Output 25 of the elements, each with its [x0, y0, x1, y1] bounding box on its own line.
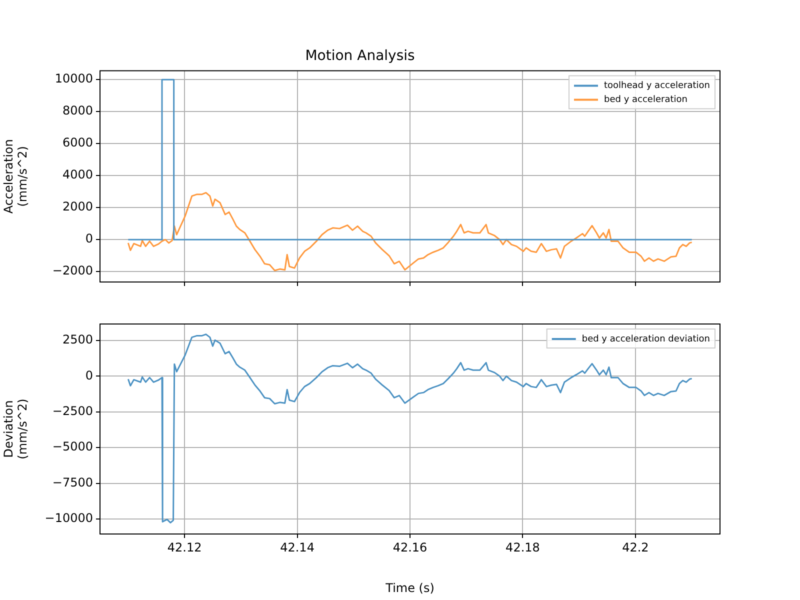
x-axis-title: Time (s): [384, 580, 434, 595]
x-tick-label: 42.2: [622, 540, 649, 554]
y-tick-label: 6000: [62, 136, 93, 150]
y-axis-title: Deviation (mm/s^2): [1, 398, 30, 460]
x-tick-label: 42.12: [167, 540, 202, 554]
y-tick-label: 4000: [62, 168, 93, 182]
y-tick-label: 10000: [54, 72, 93, 86]
y-tick-label: 0: [85, 368, 93, 382]
x-tick-label: 42.14: [280, 540, 314, 554]
y-tick-label: 8000: [62, 104, 93, 118]
y-tick-label: −2500: [52, 404, 93, 418]
y-tick-label: −5000: [52, 440, 93, 454]
y-tick-label: 2500: [62, 332, 93, 347]
legend-label: bed y acceleration deviation: [582, 334, 710, 344]
y-tick-label: 2000: [62, 200, 93, 214]
y-tick-label: 0: [85, 232, 93, 246]
y-tick-label: −2000: [52, 264, 93, 278]
y-tick-label: −7500: [52, 475, 93, 490]
chart-title: Motion Analysis: [305, 48, 415, 64]
legend-label: bed y acceleration: [604, 95, 688, 106]
x-tick-label: 42.16: [392, 540, 428, 554]
x-tick-label: 42.18: [506, 540, 540, 554]
y-tick-label: −10000: [44, 511, 93, 526]
y-axis-title: Acceleration (mm/s^2): [1, 139, 30, 214]
legend-label: toolhead y acceleration: [604, 81, 710, 92]
